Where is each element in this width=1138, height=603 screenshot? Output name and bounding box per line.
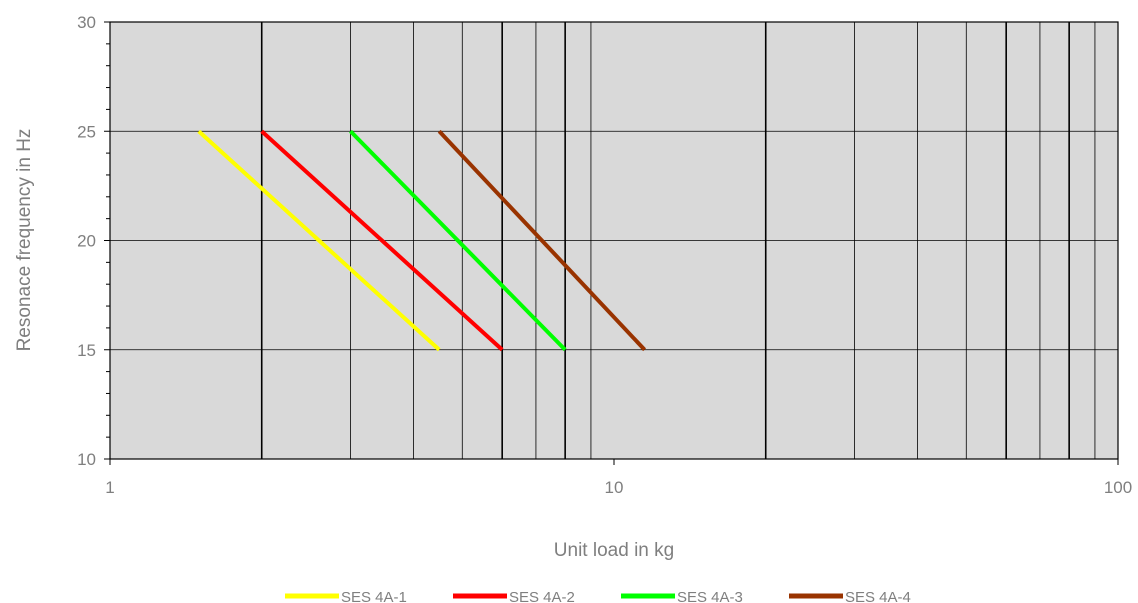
legend-label: SES 4A-4 bbox=[845, 589, 911, 603]
y-tick-label: 25 bbox=[77, 122, 96, 141]
legend-label: SES 4A-1 bbox=[341, 589, 407, 603]
legend-label: SES 4A-3 bbox=[677, 589, 743, 603]
x-tick-label: 1 bbox=[105, 478, 114, 497]
y-tick-label: 30 bbox=[77, 13, 96, 32]
series-lines bbox=[197, 129, 647, 352]
series-line bbox=[197, 129, 441, 352]
x-tick-label: 100 bbox=[1104, 478, 1132, 497]
series-line bbox=[349, 129, 567, 352]
x-tick-label: 10 bbox=[605, 478, 624, 497]
y-axis-title: Resonace frequency in Hz bbox=[14, 129, 35, 352]
series-line bbox=[260, 129, 504, 352]
y-tick-label: 10 bbox=[77, 450, 96, 469]
y-tick-label: 20 bbox=[77, 232, 96, 251]
axis-ticks bbox=[104, 21, 1119, 465]
x-axis-title: Unit load in kg bbox=[554, 540, 674, 561]
legend-label: SES 4A-2 bbox=[509, 589, 575, 603]
tick-labels: 10 15 20 25 30 1 10 100 bbox=[77, 13, 1132, 497]
legend: SES 4A-1 SES 4A-2 SES 4A-3 SES 4A-4 bbox=[285, 589, 911, 603]
series-line bbox=[437, 129, 647, 352]
major-gridlines bbox=[110, 22, 1118, 459]
y-tick-label: 15 bbox=[77, 341, 96, 360]
